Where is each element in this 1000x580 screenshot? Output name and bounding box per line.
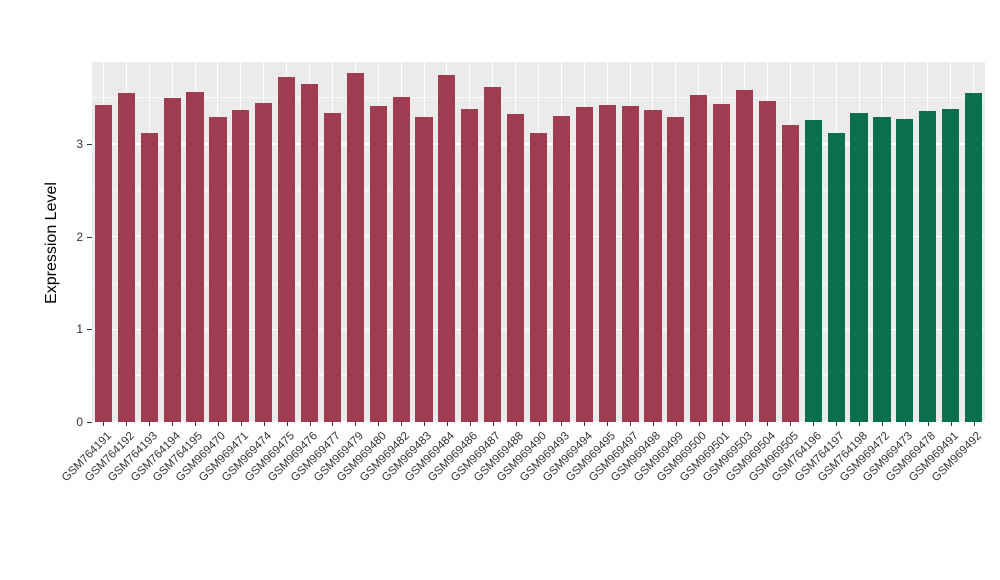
x-tick-mark <box>584 422 586 426</box>
bar-GSM969482 <box>392 96 410 422</box>
x-tick-mark <box>859 422 861 426</box>
bar-GSM969474 <box>255 103 273 422</box>
x-tick-mark <box>652 422 654 426</box>
y-tick-label: 1 <box>76 322 83 337</box>
bar-GSM969479 <box>346 72 364 422</box>
x-tick-mark <box>538 422 540 426</box>
bar-GSM969475 <box>278 77 296 422</box>
bar-GSM969484 <box>438 75 456 422</box>
bar-GSM969487 <box>484 86 502 422</box>
x-tick-mark <box>446 422 448 426</box>
bar-GSM969495 <box>598 105 616 422</box>
bar-GSM969500 <box>690 94 708 422</box>
bar-GSM764195 <box>186 92 204 422</box>
x-tick-mark <box>126 422 128 426</box>
bar-GSM764194 <box>163 97 181 422</box>
x-tick-mark <box>424 422 425 426</box>
x-tick-mark <box>469 422 471 426</box>
chart-panel <box>92 62 985 423</box>
x-tick-mark <box>904 422 906 426</box>
x-tick-mark <box>927 422 929 426</box>
x-tick-mark <box>950 422 952 426</box>
x-tick-mark <box>836 422 838 426</box>
bar-GSM969491 <box>942 108 960 422</box>
x-tick-mark <box>149 422 151 426</box>
x-tick-mark <box>515 422 517 426</box>
bar-GSM969497 <box>621 106 639 422</box>
x-tick-mark <box>378 422 380 426</box>
x-tick-mark <box>561 422 563 426</box>
x-tick-mark <box>790 422 792 426</box>
bar-GSM969503 <box>735 90 754 422</box>
bar-GSM969493 <box>552 116 570 422</box>
x-tick-mark <box>607 422 609 426</box>
bar-GSM969499 <box>667 117 685 422</box>
bar-GSM969488 <box>507 114 525 422</box>
bar-GSM764191 <box>94 105 113 422</box>
x-tick-mark <box>492 422 494 426</box>
y-tick-mark <box>87 422 92 423</box>
x-tick-mark <box>309 422 311 426</box>
x-tick-mark <box>721 422 723 426</box>
y-tick-mark <box>87 144 92 145</box>
bar-GSM969504 <box>758 101 777 422</box>
y-tick-mark <box>87 329 92 331</box>
bar-GSM969492 <box>964 93 983 422</box>
y-tick-label: 0 <box>76 415 83 429</box>
x-tick-mark <box>240 422 242 426</box>
bar-GSM969473 <box>896 119 914 422</box>
bar-GSM764196 <box>804 119 822 422</box>
x-tick-mark <box>195 422 197 426</box>
x-tick-mark <box>973 422 975 426</box>
x-tick-mark <box>217 422 219 426</box>
x-tick-mark <box>698 422 700 426</box>
bar-GSM969494 <box>575 106 593 422</box>
x-tick-mark <box>813 422 815 426</box>
bar-GSM969486 <box>461 108 479 422</box>
bar-GSM969478 <box>919 110 937 422</box>
bar-GSM764197 <box>827 132 845 422</box>
bar-GSM969480 <box>369 106 387 422</box>
y-tick-mark <box>87 236 92 238</box>
bar-GSM969471 <box>232 109 250 422</box>
x-tick-mark <box>286 422 288 426</box>
x-tick-mark <box>103 422 105 426</box>
y-tick-label: 2 <box>76 229 83 244</box>
bar-GSM969483 <box>415 117 433 422</box>
bar-GSM969470 <box>209 117 227 422</box>
bar-GSM969476 <box>300 83 319 422</box>
x-tick-mark <box>767 422 769 426</box>
bar-GSM969472 <box>873 117 891 422</box>
x-tick-mark <box>263 422 265 426</box>
x-tick-mark <box>332 422 334 426</box>
bar-GSM764198 <box>850 113 868 422</box>
bar-GSM969501 <box>713 104 731 422</box>
x-tick-mark <box>675 422 677 426</box>
y-tick-label: 3 <box>76 137 83 151</box>
bar-GSM969477 <box>323 112 341 422</box>
bar-GSM969490 <box>529 132 548 422</box>
bar-GSM969505 <box>781 124 799 422</box>
x-tick-mark <box>881 422 883 426</box>
x-tick-mark <box>355 422 357 426</box>
x-tick-mark <box>744 422 746 426</box>
bar-GSM969498 <box>644 109 662 422</box>
x-tick-mark <box>401 422 403 426</box>
x-tick-mark <box>630 422 632 426</box>
bar-GSM764192 <box>117 93 135 422</box>
bar-GSM764193 <box>140 132 158 422</box>
x-tick-mark <box>172 422 174 426</box>
